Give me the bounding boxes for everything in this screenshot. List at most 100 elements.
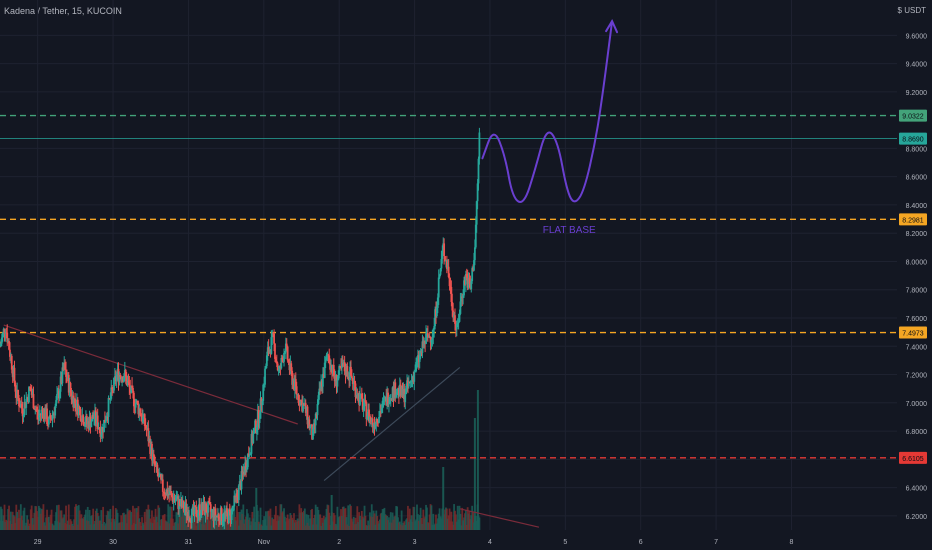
time-tick-label: Nov	[258, 539, 271, 546]
candle-body	[306, 406, 309, 425]
volume-bar	[374, 524, 377, 530]
candle-body	[177, 496, 180, 509]
volume-bar	[216, 507, 218, 530]
candle-body	[149, 438, 152, 454]
volume-bar	[332, 512, 335, 530]
volume-bar	[94, 510, 97, 530]
candle-body	[259, 398, 262, 419]
time-tick-label: 7	[714, 539, 718, 546]
candle-body	[71, 395, 74, 400]
volume-bar	[35, 506, 38, 530]
volume-bar	[432, 513, 435, 530]
volume-bar	[399, 524, 402, 530]
volume-bar	[164, 520, 167, 530]
candle-body	[293, 380, 295, 390]
candle-body	[467, 278, 470, 288]
volume-bar	[431, 524, 434, 530]
candle-body	[137, 403, 140, 415]
volume-bar	[127, 511, 130, 530]
volume-bar	[312, 518, 315, 530]
candle-body	[420, 351, 423, 353]
trend-line	[459, 508, 540, 528]
volume-bar	[439, 516, 442, 530]
candle-body	[444, 256, 446, 262]
candle-body	[266, 347, 269, 356]
candle-body	[165, 489, 168, 496]
candle-body	[56, 394, 58, 401]
candle-body	[186, 511, 189, 515]
volume-bar	[410, 515, 413, 530]
candle-body	[398, 387, 400, 396]
candle-body	[169, 491, 171, 495]
candle-body	[289, 363, 292, 371]
price-tick-label: 8.2000	[906, 231, 928, 238]
volume-bar	[323, 519, 326, 530]
volume-bar	[155, 516, 158, 530]
volume-bar	[169, 506, 171, 530]
volume-bar	[75, 504, 77, 530]
candle-body	[366, 415, 369, 420]
volume-bar	[197, 520, 199, 530]
candle-body	[211, 509, 214, 511]
price-tick-label: 6.4000	[906, 486, 928, 493]
volume-bar	[115, 509, 118, 530]
candle-body	[450, 286, 453, 302]
volume-bar	[234, 516, 237, 530]
volume-bar	[128, 510, 131, 530]
volume-bar	[57, 504, 60, 530]
candle-body	[317, 395, 320, 405]
candle-body	[294, 378, 297, 387]
candle-body	[406, 380, 408, 386]
candle-body	[98, 427, 101, 429]
time-axis: 29 30 31 Nov 2 3 4 5 6 7 8	[34, 539, 794, 546]
candle-body	[419, 351, 422, 355]
candle-body	[8, 341, 10, 350]
candle-body	[174, 500, 177, 502]
time-tick-label: 30	[109, 539, 117, 546]
volume-bar	[273, 519, 275, 530]
volume-bar	[260, 524, 263, 530]
volume-bar	[325, 508, 328, 530]
candle-body	[368, 409, 370, 422]
volume-bar	[436, 518, 439, 530]
candle-body	[322, 373, 324, 387]
candle-body	[4, 332, 7, 334]
volume-bar	[265, 511, 267, 530]
candle-body	[47, 424, 49, 426]
candle-body	[207, 501, 209, 513]
volume-bar	[42, 504, 45, 530]
candle-body	[3, 328, 6, 334]
candle-body	[427, 336, 430, 338]
volume-bar	[454, 514, 457, 530]
candle-body	[410, 380, 413, 382]
candle-body	[115, 374, 118, 382]
volume-bar	[84, 514, 86, 530]
volume-bar	[126, 508, 129, 530]
volume-bar	[352, 516, 355, 530]
candle-body	[416, 355, 419, 361]
candle-body	[175, 498, 178, 501]
candle-body	[331, 365, 333, 374]
price-tag-label: 8.8690	[902, 137, 924, 144]
volume-bar	[449, 521, 452, 530]
candle-body	[210, 510, 213, 512]
candle-body	[364, 400, 367, 402]
candle-body	[298, 402, 301, 406]
price-tick-label: 8.8000	[906, 146, 928, 153]
volume-bar	[122, 513, 124, 530]
volume-bar	[320, 525, 323, 530]
volume-bar	[59, 510, 62, 530]
volume-bar	[445, 508, 448, 530]
candle-body	[351, 378, 354, 385]
volume-bar	[116, 512, 119, 530]
price-tag-bg	[899, 326, 927, 339]
candle-body	[91, 414, 94, 422]
trend-line	[323, 367, 461, 481]
candle-body	[440, 258, 443, 269]
volume-bar	[157, 505, 160, 530]
candle-body	[265, 365, 267, 369]
volume-bar	[111, 518, 114, 530]
volume-bar	[292, 519, 294, 530]
volume-bar	[444, 509, 446, 530]
